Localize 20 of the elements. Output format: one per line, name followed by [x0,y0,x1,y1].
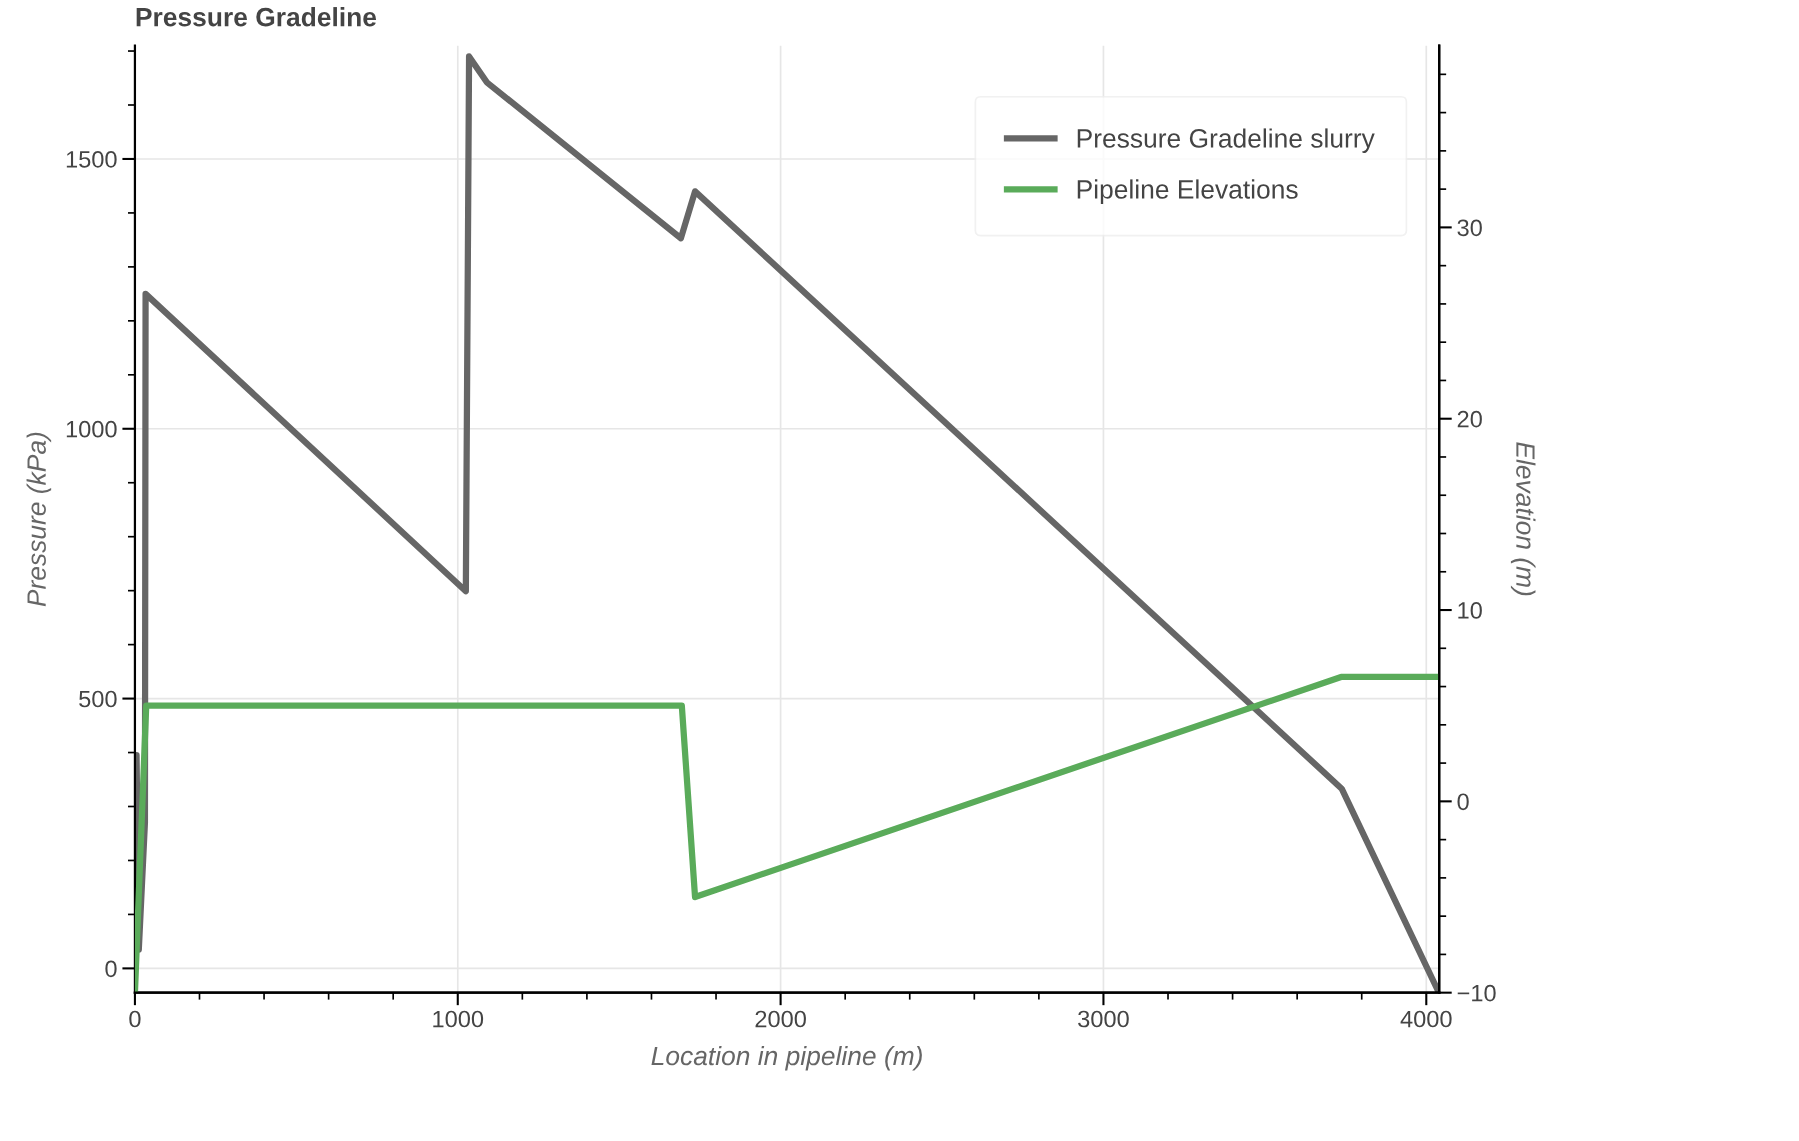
y-tick-label: 1000 [66,420,117,438]
y2-tick-label: 10 [1458,602,1482,619]
chart-title: Pressure Gradeline [136,7,377,27]
y2-tick-label: 0 [1457,793,1469,811]
x-tick-label: 2000 [755,1010,806,1028]
y2-tick-label: 30 [1457,219,1482,237]
y-tick-label: 1500 [66,151,117,168]
y2-tick-label: −10 [1457,984,1496,1002]
y-tick-label: 0 [105,960,117,978]
y2-axis-title: Elevation (m) [1510,442,1536,596]
y2-tick-label: 20 [1457,410,1482,428]
legend-label: Pipeline Elevations [1077,179,1298,204]
x-axis-title: Location in pipeline (m) [651,1045,922,1071]
x-tick-label: 4000 [1400,1010,1452,1028]
x-tick-label: 1000 [433,1010,484,1028]
y-tick-label: 500 [79,690,117,708]
y-axis-title: Pressure (kPa) [26,432,52,607]
x-tick-label: 0 [129,1010,141,1028]
x-tick-label: 3000 [1078,1010,1129,1028]
legend-label: Pressure Gradeline slurry [1077,128,1375,153]
